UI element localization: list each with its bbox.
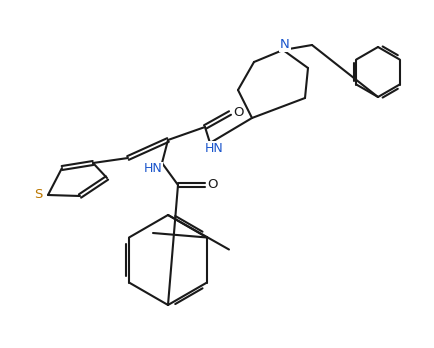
Text: O: O [233,106,243,119]
Text: HN: HN [204,142,224,155]
Text: N: N [280,38,290,50]
Text: O: O [208,179,218,191]
Text: S: S [34,189,42,201]
Text: HN: HN [144,163,162,175]
